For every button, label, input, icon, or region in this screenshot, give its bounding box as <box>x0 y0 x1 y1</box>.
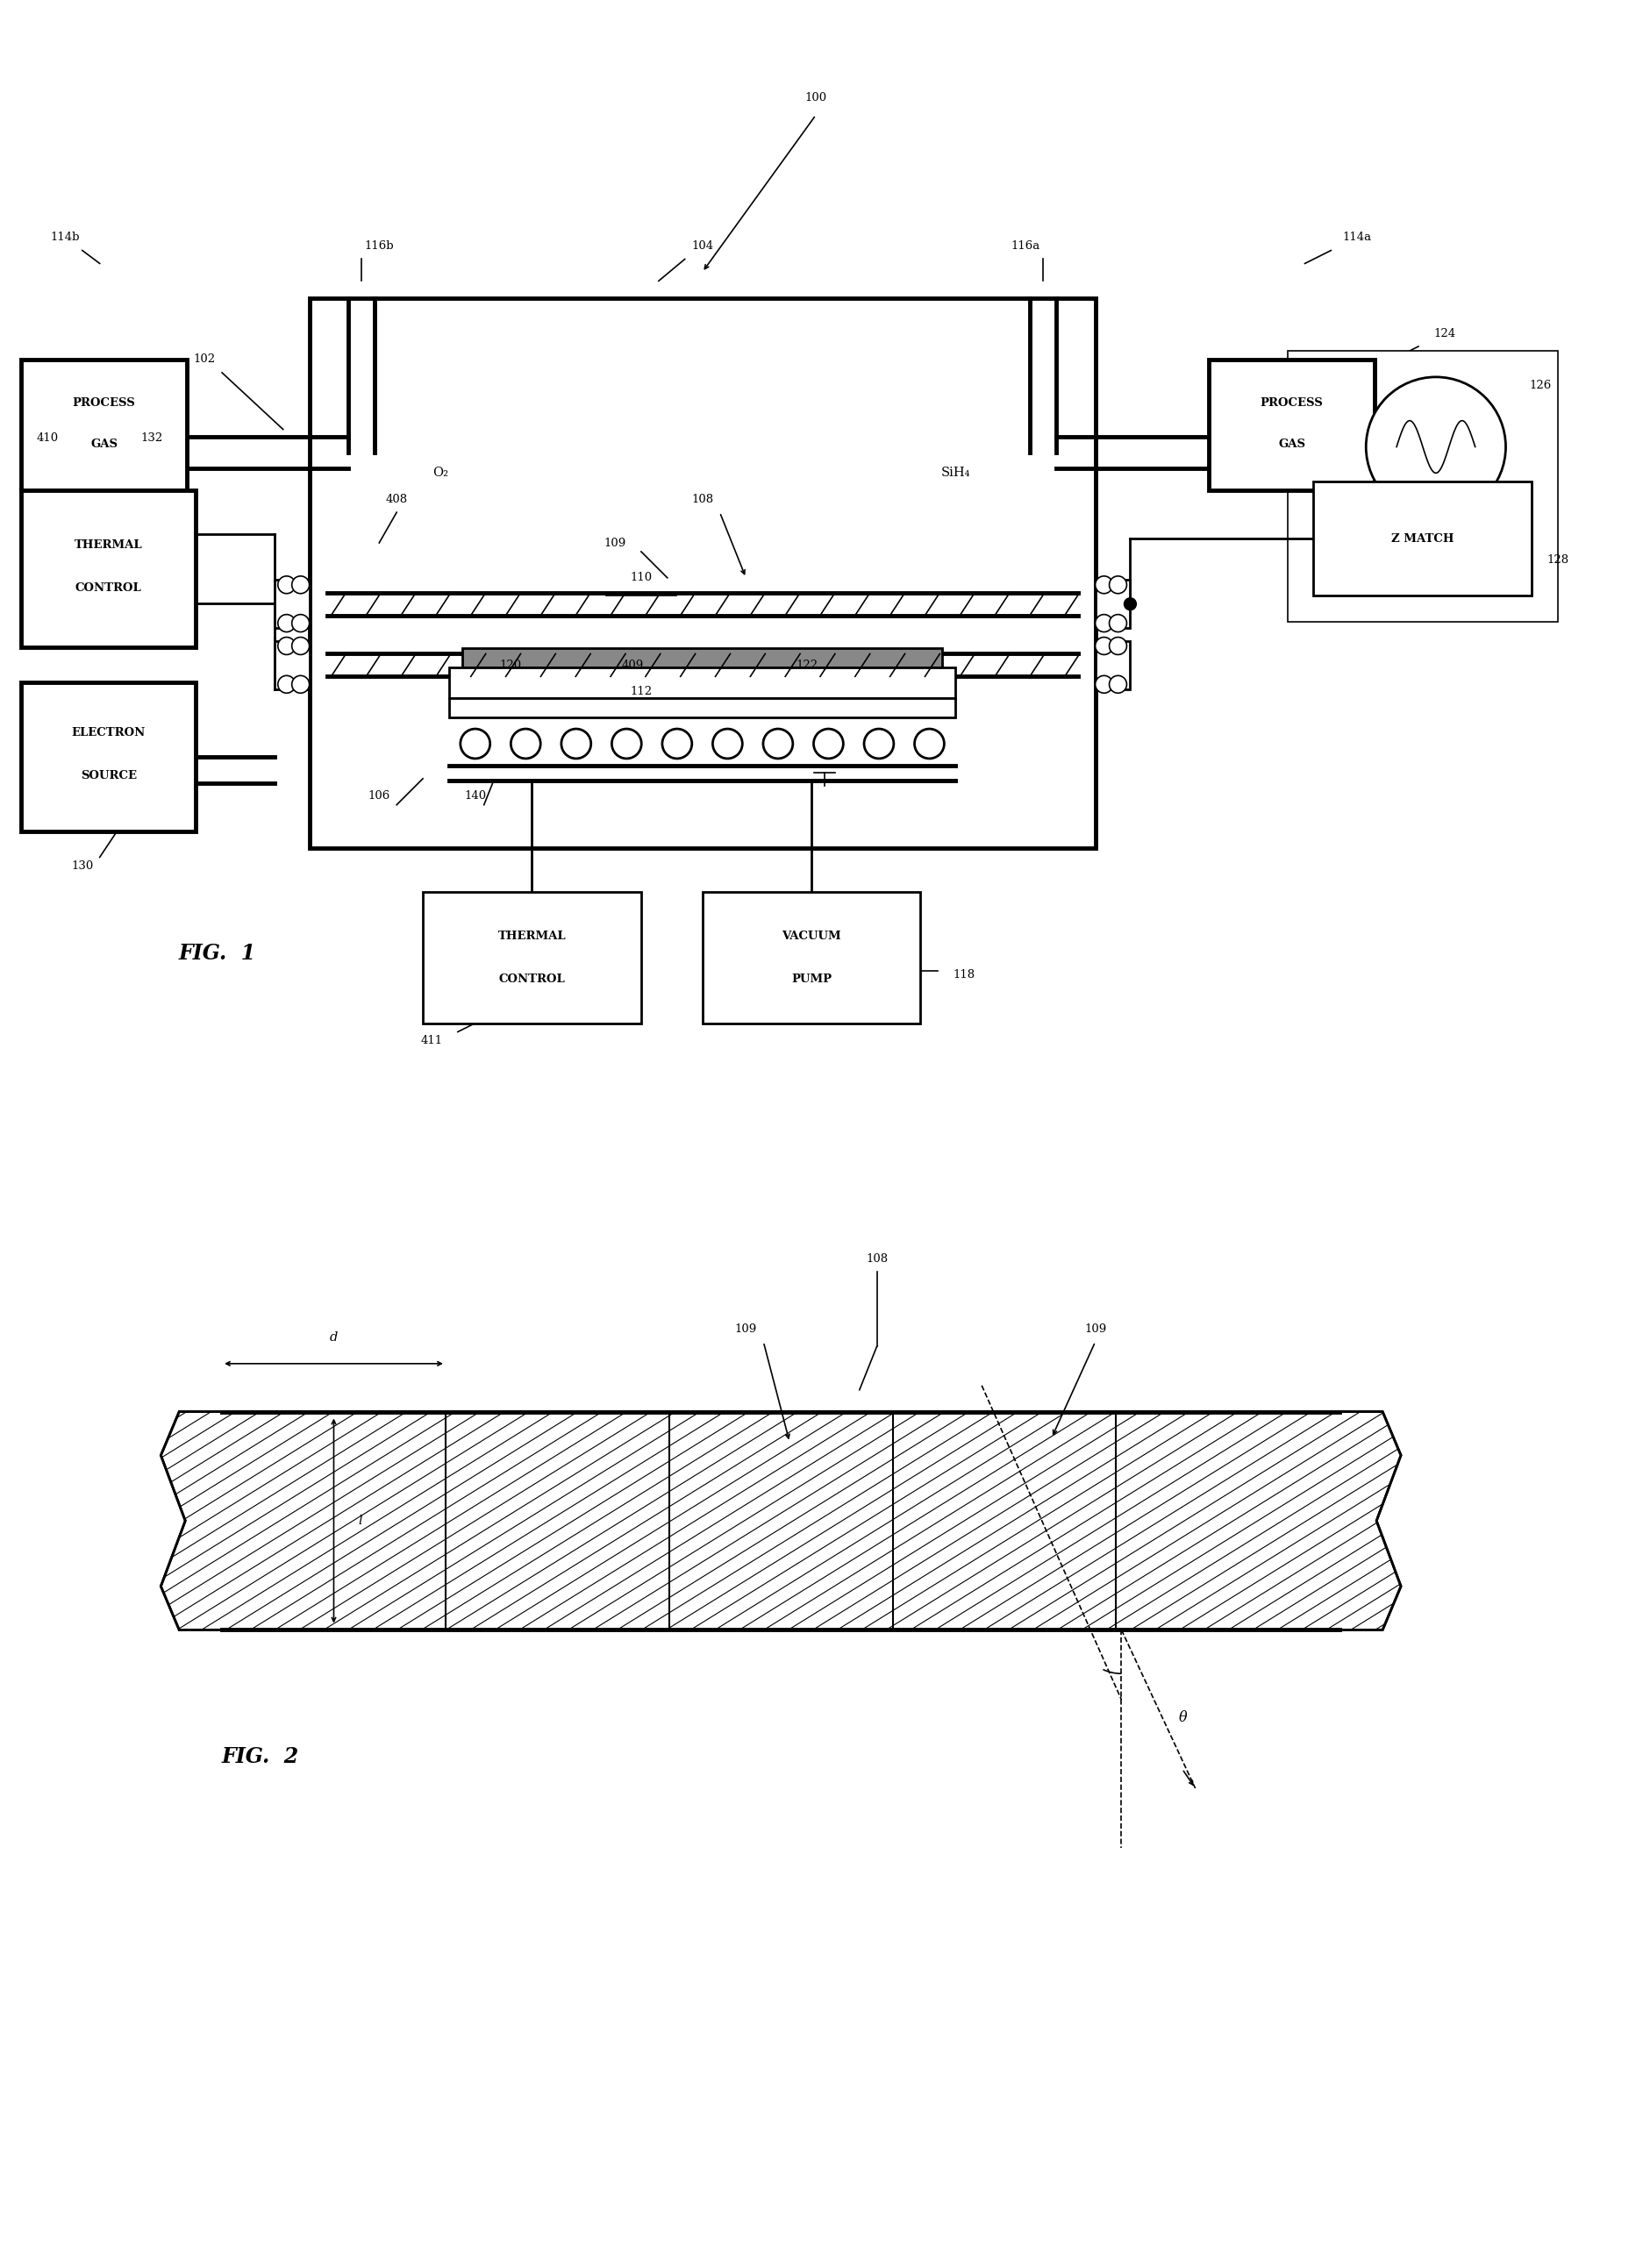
Text: SOURCE: SOURCE <box>81 771 136 782</box>
Text: 409: 409 <box>621 660 644 671</box>
Circle shape <box>1096 576 1112 594</box>
Bar <box>274 581 309 628</box>
Bar <box>1209 361 1375 490</box>
Text: 112: 112 <box>631 685 652 696</box>
Text: 411: 411 <box>421 1034 442 1046</box>
Text: 140: 140 <box>465 792 486 803</box>
Text: SiH₄: SiH₄ <box>941 467 971 479</box>
Text: ELECTRON: ELECTRON <box>72 726 145 737</box>
Text: 108: 108 <box>692 494 713 506</box>
Text: 109: 109 <box>605 538 626 549</box>
Circle shape <box>1096 615 1112 633</box>
Bar <box>449 699 956 717</box>
Text: 100: 100 <box>805 93 826 104</box>
Circle shape <box>1109 615 1127 633</box>
Circle shape <box>762 728 794 758</box>
Text: 126: 126 <box>1530 381 1551 392</box>
Text: 109: 109 <box>1084 1322 1106 1334</box>
Text: 122: 122 <box>797 660 818 671</box>
Circle shape <box>1096 676 1112 694</box>
Text: 408: 408 <box>386 494 407 506</box>
Text: FIG.  1: FIG. 1 <box>179 943 256 964</box>
Bar <box>1288 352 1558 621</box>
Circle shape <box>292 576 309 594</box>
Circle shape <box>915 728 945 758</box>
Polygon shape <box>161 1411 1401 1631</box>
Text: GAS: GAS <box>1278 438 1306 449</box>
Text: 128: 128 <box>1548 556 1569 567</box>
Text: 120: 120 <box>499 660 521 671</box>
Circle shape <box>292 676 309 694</box>
Text: GAS: GAS <box>90 438 118 449</box>
Text: 108: 108 <box>866 1254 887 1266</box>
Circle shape <box>292 637 309 655</box>
Circle shape <box>1124 599 1137 610</box>
Text: 116a: 116a <box>1010 240 1040 252</box>
Circle shape <box>278 637 296 655</box>
Text: PUMP: PUMP <box>792 973 831 984</box>
Circle shape <box>1109 676 1127 694</box>
Circle shape <box>278 615 296 633</box>
Text: O₂: O₂ <box>432 467 449 479</box>
Bar <box>21 361 187 490</box>
Text: THERMAL: THERMAL <box>74 540 143 551</box>
Bar <box>21 490 196 649</box>
Bar <box>309 299 1096 848</box>
Circle shape <box>611 728 641 758</box>
Text: PROCESS: PROCESS <box>1260 397 1323 408</box>
Text: 114b: 114b <box>49 231 79 243</box>
Text: 130: 130 <box>71 860 94 871</box>
Bar <box>21 683 196 830</box>
Text: THERMAL: THERMAL <box>498 930 567 941</box>
Bar <box>702 891 920 1023</box>
Text: θ: θ <box>1178 1710 1186 1724</box>
Bar <box>1314 481 1531 594</box>
Bar <box>1096 581 1130 628</box>
Bar <box>449 667 956 699</box>
Text: 110: 110 <box>631 572 652 583</box>
Text: VACUUM: VACUUM <box>782 930 841 941</box>
Circle shape <box>278 576 296 594</box>
Text: CONTROL: CONTROL <box>499 973 565 984</box>
Circle shape <box>813 728 843 758</box>
Circle shape <box>1109 576 1127 594</box>
Circle shape <box>713 728 743 758</box>
Bar <box>422 891 641 1023</box>
Text: 114a: 114a <box>1342 231 1372 243</box>
Circle shape <box>511 728 541 758</box>
Circle shape <box>562 728 591 758</box>
Text: PROCESS: PROCESS <box>72 397 136 408</box>
Text: l: l <box>358 1515 361 1526</box>
Circle shape <box>864 728 894 758</box>
Circle shape <box>1096 637 1112 655</box>
Circle shape <box>1365 376 1505 517</box>
Text: 106: 106 <box>368 792 391 803</box>
Circle shape <box>278 676 296 694</box>
Text: 104: 104 <box>692 240 713 252</box>
Text: CONTROL: CONTROL <box>76 583 141 594</box>
Bar <box>1096 642 1130 689</box>
Text: 116b: 116b <box>365 240 394 252</box>
Circle shape <box>460 728 490 758</box>
Circle shape <box>662 728 692 758</box>
Circle shape <box>1109 637 1127 655</box>
Text: 410: 410 <box>36 433 59 445</box>
Text: 102: 102 <box>194 354 215 365</box>
Text: 132: 132 <box>141 433 163 445</box>
Text: 109: 109 <box>734 1322 757 1334</box>
Text: Z MATCH: Z MATCH <box>1392 533 1454 544</box>
Bar <box>462 649 943 667</box>
Text: 118: 118 <box>953 968 976 980</box>
Text: 124: 124 <box>1434 327 1456 338</box>
Bar <box>274 642 309 689</box>
Circle shape <box>292 615 309 633</box>
Text: d: d <box>330 1331 338 1343</box>
Text: FIG.  2: FIG. 2 <box>222 1746 299 1767</box>
